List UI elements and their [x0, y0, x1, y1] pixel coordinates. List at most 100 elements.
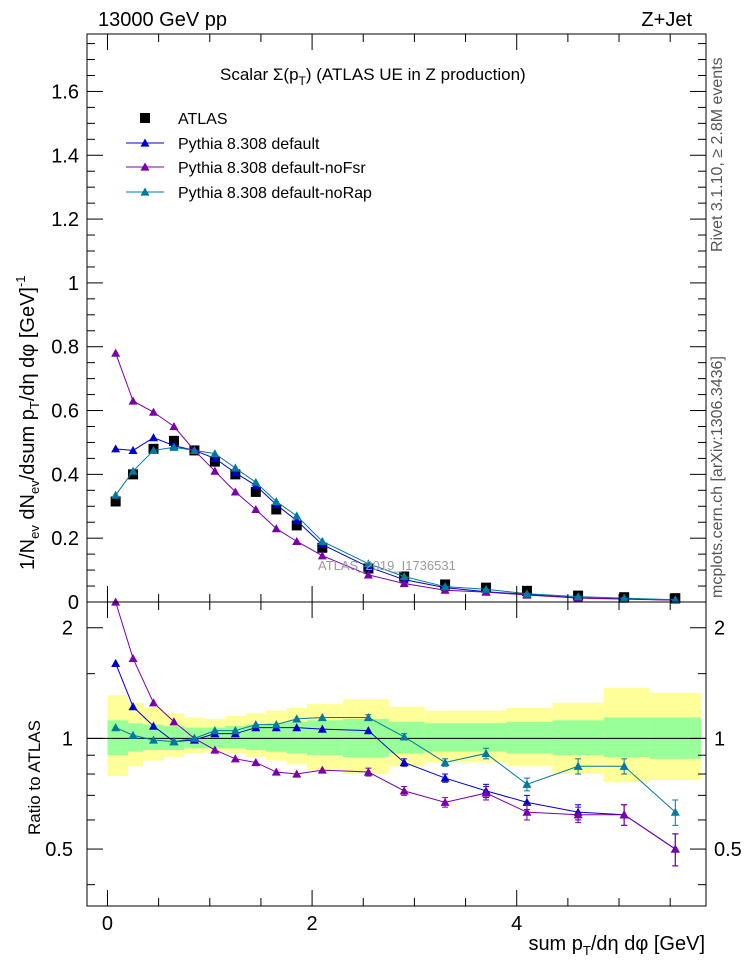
ratio-point — [292, 714, 302, 723]
ratio-point — [292, 769, 302, 778]
main-mc-point — [251, 477, 261, 486]
ratio-point — [128, 702, 138, 711]
main-mc-point — [210, 466, 220, 475]
ratio-point — [251, 757, 261, 767]
header-right: Z+Jet — [641, 9, 692, 31]
legend: ATLAS Pythia 8.308 default Pythia 8.308 de… — [126, 111, 372, 202]
ratio-ytick-label: 1 — [62, 728, 73, 750]
main-ytick-label: 0.6 — [51, 401, 79, 423]
ratio-point — [399, 732, 409, 741]
ratio-panel-axis: 0.5 0.5 1 1 2 2 0 2 4 — [45, 602, 742, 935]
ratio-band-inner — [465, 723, 507, 752]
main-series-line — [115, 437, 676, 601]
ratio-point — [670, 807, 680, 816]
ratio-point — [481, 748, 491, 758]
main-mc-point — [522, 589, 532, 598]
main-mc-point — [128, 396, 138, 405]
ratio-point — [111, 658, 121, 667]
legend-label: Pythia 8.308 default-noFsr — [178, 160, 366, 177]
main-mc-point — [210, 449, 220, 458]
ratio-point — [210, 745, 220, 754]
ratio-point — [128, 730, 138, 739]
main-mc-point — [440, 582, 450, 591]
legend-marker-mc — [140, 162, 150, 171]
ratio-xtick-label: 2 — [307, 913, 318, 935]
ratio-point — [399, 786, 409, 795]
watermark: ATLAS_2019_I1736531 — [318, 558, 456, 573]
ratio-uncertainty-bands — [87, 688, 706, 783]
main-ytick-label: 1 — [68, 273, 79, 295]
main-mc-point — [230, 463, 240, 472]
ratio-ytick-label: 0.5 — [45, 839, 73, 861]
ratio-band-inner — [603, 717, 650, 758]
side-mcplots: mcplots.cern.ch [arXiv:1306.3436] — [709, 356, 726, 598]
ratio-frame — [86, 601, 707, 907]
plot-title-after: ) (ATLAS UE in Z production) — [306, 65, 526, 84]
main-mc-point — [317, 551, 327, 560]
main-mc-point — [149, 445, 159, 455]
main-mc-point — [149, 407, 159, 416]
main-mc-point — [128, 445, 138, 455]
main-mc-point — [363, 570, 373, 579]
ratio-ytick-label-right: 1 — [714, 728, 725, 750]
ratio-point — [317, 724, 327, 733]
ratio-point — [619, 761, 629, 770]
main-panel-series — [110, 348, 681, 604]
ratio-point — [440, 757, 450, 767]
ratio-point — [481, 788, 491, 797]
ratio-point — [363, 712, 373, 722]
main-mc-point — [399, 578, 409, 588]
ratio-ylabel: Ratio to ATLAS — [25, 720, 44, 835]
main-data-point — [168, 435, 179, 446]
main-mc-point — [111, 348, 121, 357]
ratio-point — [189, 733, 199, 743]
ratio-point — [292, 723, 302, 732]
ratio-point — [271, 767, 281, 776]
legend-marker-mc — [140, 187, 150, 196]
xlabel: sum pT/dη dφ [GeV] — [528, 933, 705, 958]
ratio-point — [128, 653, 138, 663]
plot-title: Scalar Σ(pT) (ATLAS UE in Z production) — [220, 65, 526, 88]
main-mc-point — [481, 584, 491, 593]
main-mc-point — [251, 504, 261, 514]
main-mc-point — [169, 421, 179, 431]
main-mc-point — [189, 445, 199, 455]
main-mc-point — [230, 487, 240, 496]
ratio-point — [363, 726, 373, 735]
main-mc-point — [317, 536, 327, 545]
main-ytick-label: 0.4 — [51, 464, 79, 486]
ratio-point — [317, 765, 327, 774]
ratio-panel-series — [111, 597, 680, 867]
main-mc-point — [169, 442, 179, 451]
ratio-point — [670, 844, 680, 853]
ratio-xtick-label: 4 — [511, 913, 522, 935]
ratio-point — [149, 698, 159, 707]
ratio-point — [210, 726, 220, 735]
ratio-ytick-label-right: 2 — [714, 618, 725, 640]
main-mc-point — [271, 524, 281, 533]
main-mc-point — [363, 559, 373, 568]
main-mc-point — [271, 496, 281, 506]
ratio-point — [573, 761, 583, 770]
main-data-point — [271, 504, 282, 515]
ratio-point — [440, 797, 450, 806]
ratio-band-inner — [506, 721, 553, 754]
ratio-point — [317, 712, 327, 722]
ratio-point — [522, 779, 532, 788]
main-ytick-label: 0.8 — [51, 337, 79, 359]
main-panel-axis: 0 0.2 0.4 0.6 0.8 1 1.2 1.4 1.6 — [51, 34, 706, 614]
ratio-band-inner — [306, 720, 343, 756]
legend-label: Pythia 8.308 default — [178, 136, 320, 153]
ratio-xtick-label: 0 — [102, 913, 113, 935]
main-ytick-label: 0 — [68, 592, 79, 614]
ratio-point — [573, 810, 583, 819]
ratio-band-inner — [424, 723, 466, 752]
ratio-band-inner — [266, 723, 287, 752]
main-data-point — [110, 496, 121, 507]
main-mc-point — [111, 490, 121, 499]
ratio-point — [399, 757, 409, 767]
ratio-point — [169, 717, 179, 726]
main-mc-point — [573, 592, 583, 601]
main-mc-point — [619, 593, 629, 602]
main-ytick-label: 1.6 — [51, 81, 79, 103]
